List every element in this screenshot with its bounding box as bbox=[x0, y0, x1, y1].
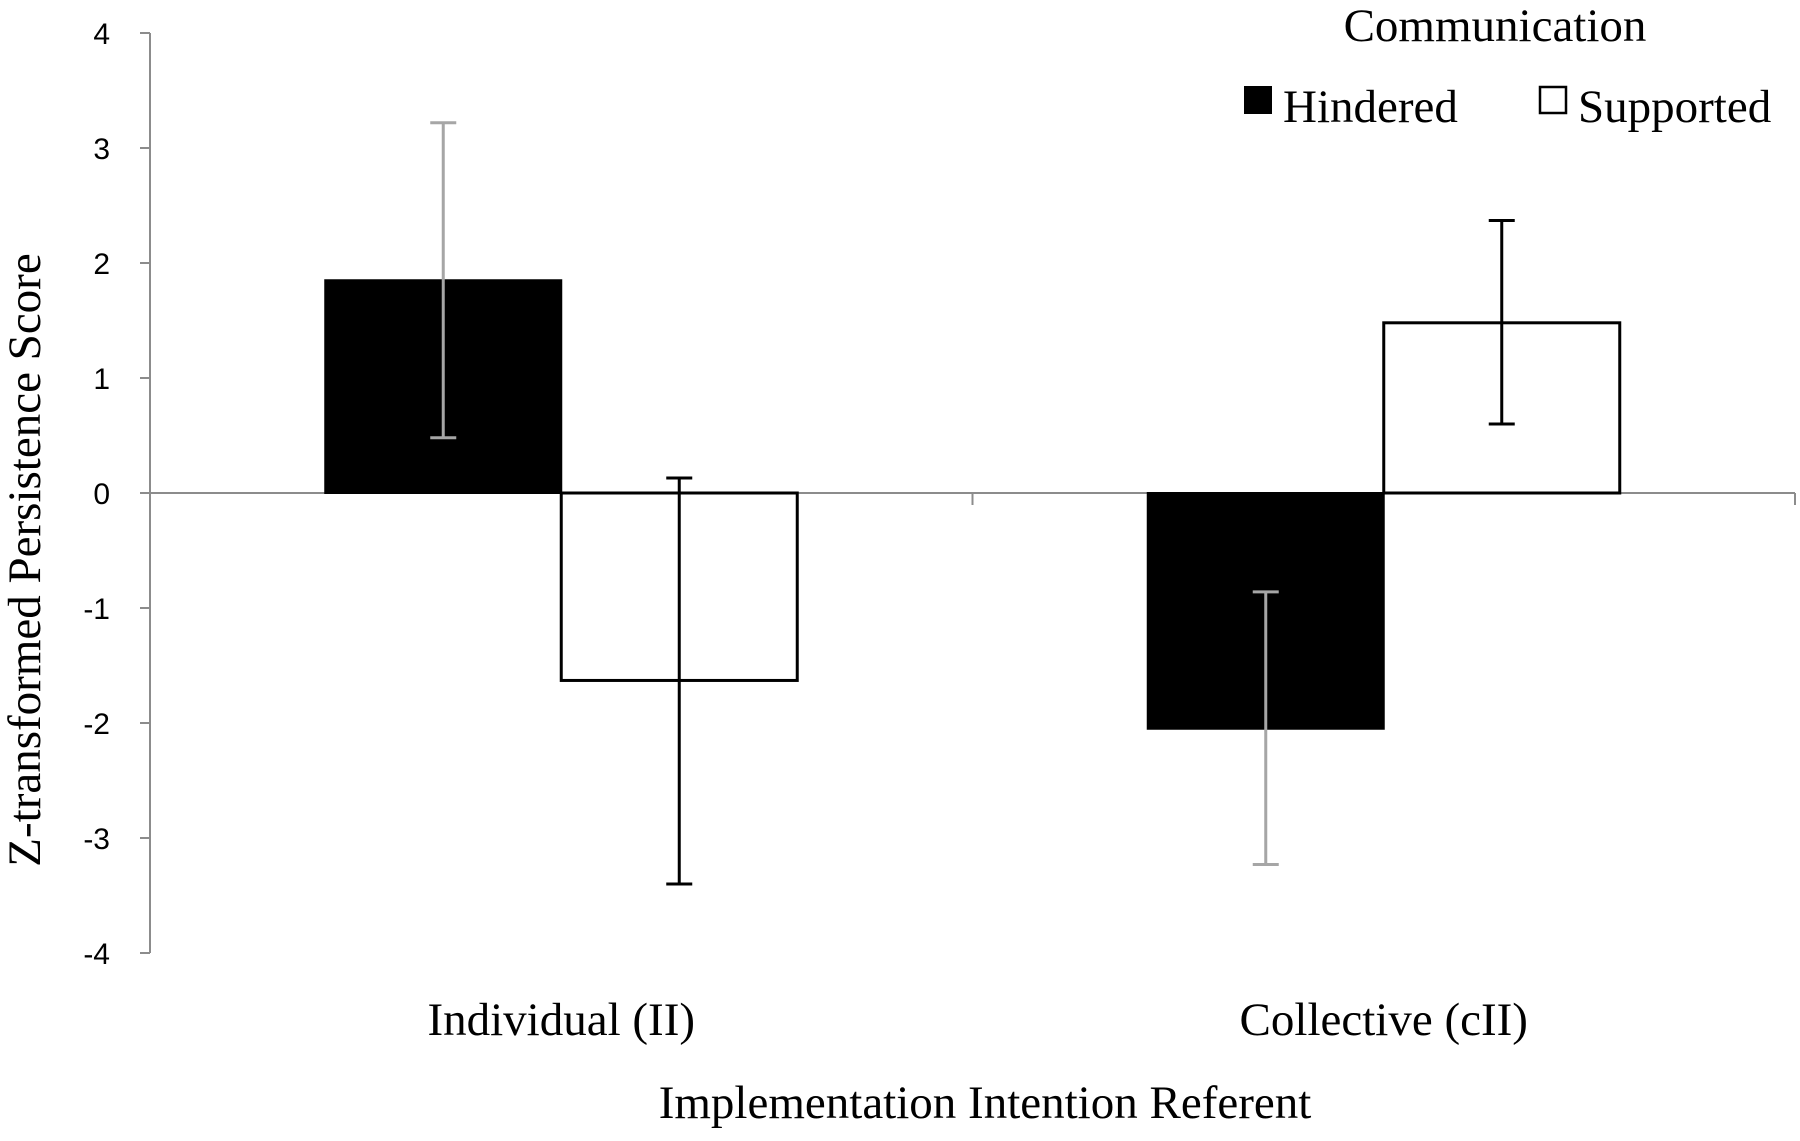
legend: Communication Hindered Supported bbox=[1244, 0, 1771, 133]
x-axis-categories: Individual (II) Collective (cII) bbox=[427, 994, 1527, 1046]
y-tick-label: 1 bbox=[93, 363, 110, 396]
y-tick-label: -2 bbox=[83, 708, 110, 741]
y-tick-label: -1 bbox=[83, 593, 110, 626]
x-axis-title: Implementation Intention Referent bbox=[659, 1077, 1312, 1129]
y-tick-label: 0 bbox=[93, 478, 110, 511]
y-axis-title: Z-transformed Persistence Score bbox=[0, 253, 51, 866]
x-category-label: Individual (II) bbox=[427, 994, 695, 1046]
x-category-label: Collective (cII) bbox=[1240, 994, 1528, 1046]
y-tick-label: -3 bbox=[83, 823, 110, 856]
legend-swatch-hindered bbox=[1244, 86, 1272, 114]
legend-label-hindered: Hindered bbox=[1283, 81, 1458, 133]
y-axis-ticks: 4 3 2 1 0 -1 -2 -3 -4 bbox=[83, 18, 150, 971]
legend-title: Communication bbox=[1344, 0, 1647, 52]
y-tick-label: 4 bbox=[93, 18, 110, 51]
y-tick-label: 3 bbox=[93, 133, 110, 166]
y-tick-label: 2 bbox=[93, 248, 110, 281]
error-bars bbox=[430, 121, 1515, 886]
legend-label-supported: Supported bbox=[1578, 81, 1771, 133]
y-tick-label: -4 bbox=[83, 938, 110, 971]
legend-swatch-supported bbox=[1538, 85, 1568, 115]
